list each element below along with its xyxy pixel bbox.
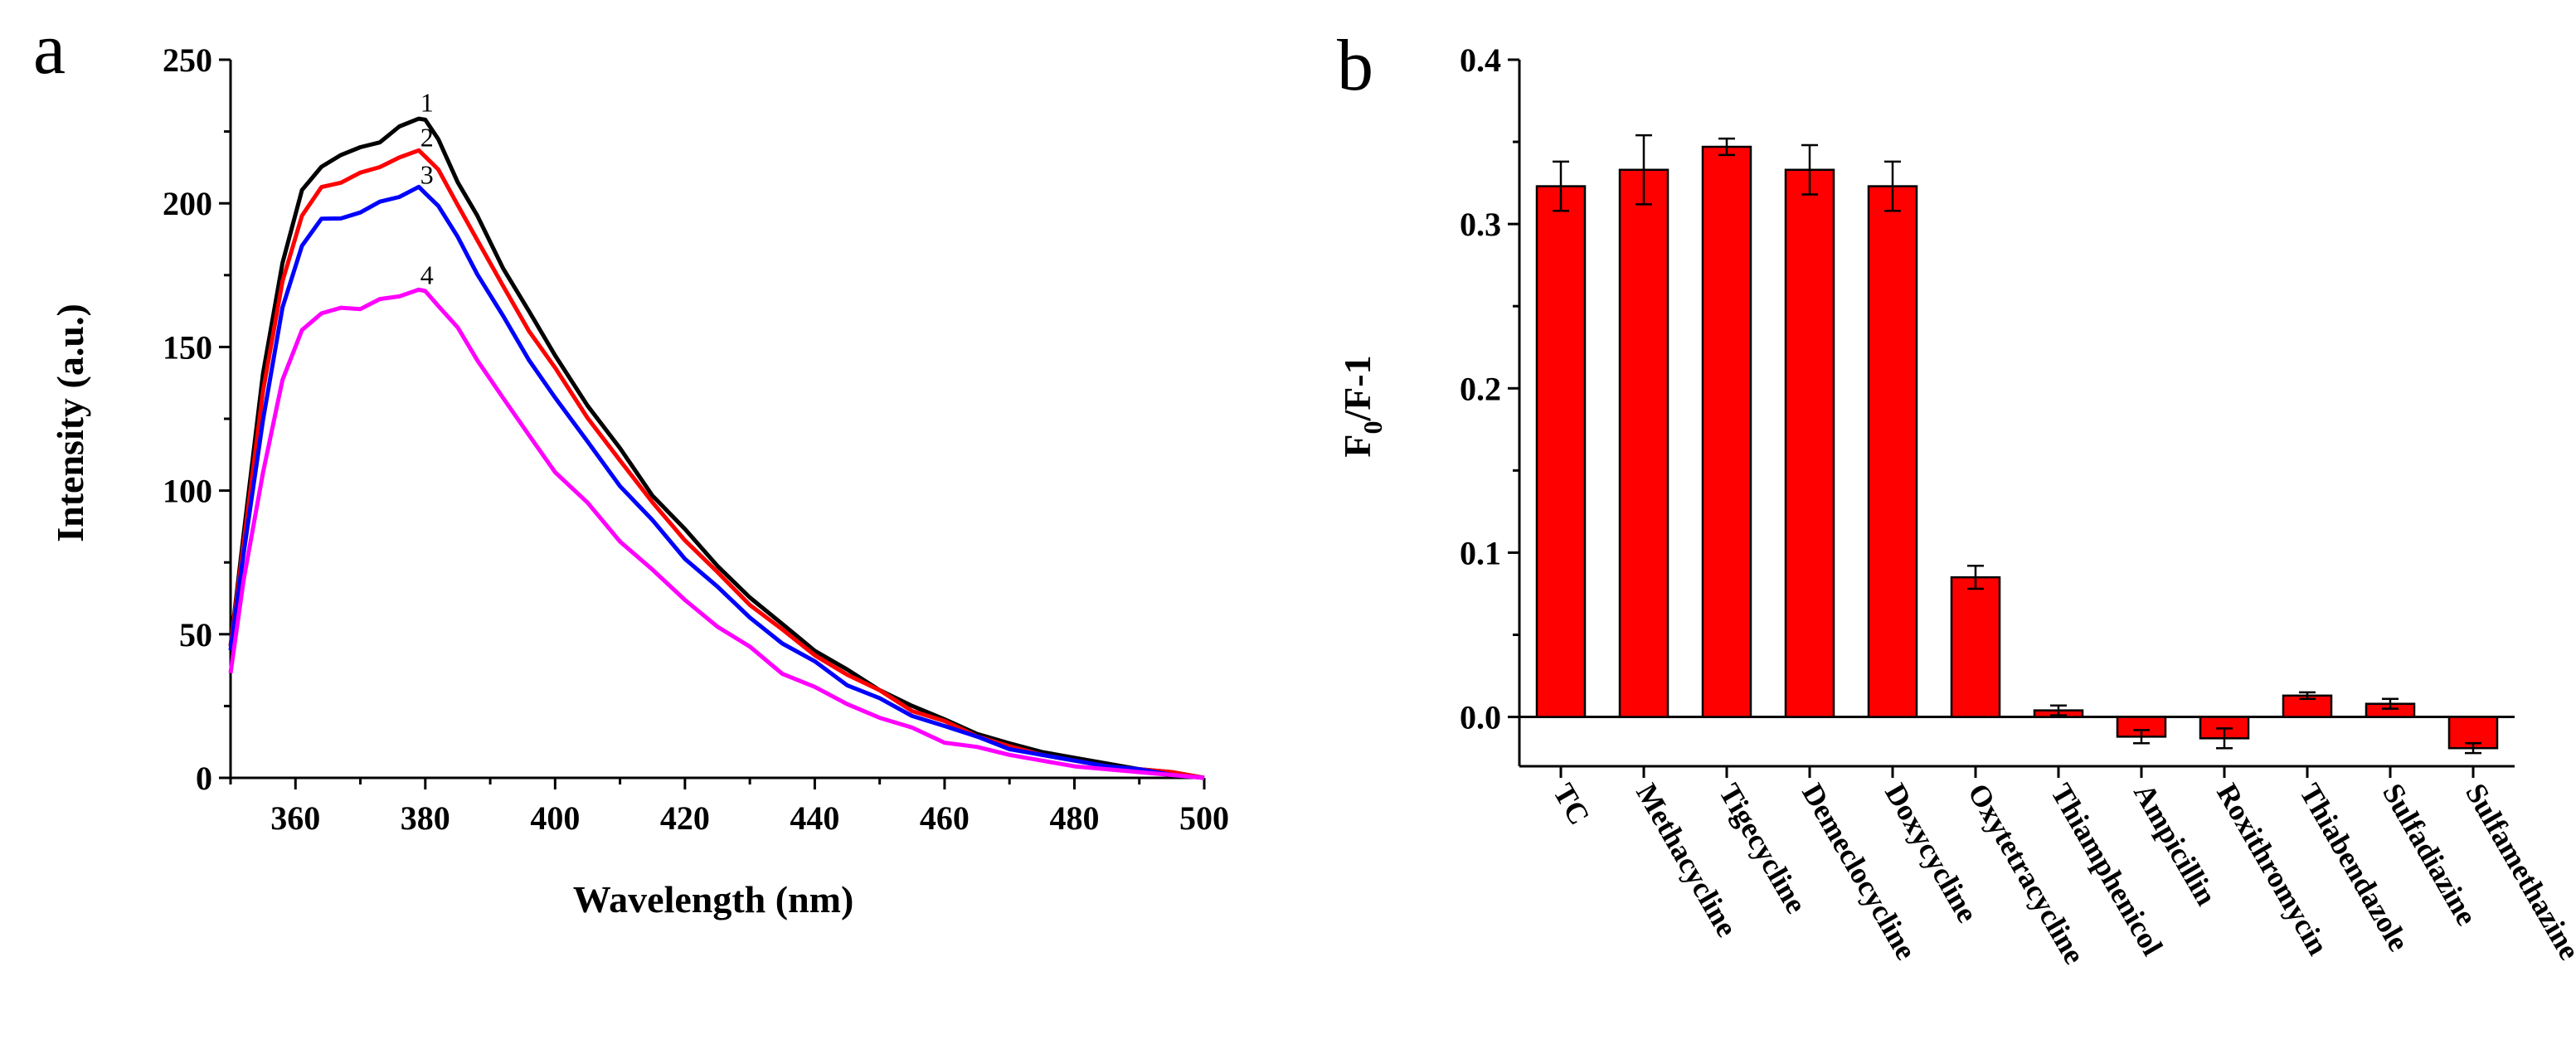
panel-b-y-axis-title-main: F [1336, 435, 1378, 458]
panel-a-y-tick-label: 200 [163, 185, 212, 222]
bar-doxycycline [1867, 185, 1918, 718]
panel-b-y-tick-label: 0.0 [1460, 699, 1501, 736]
panel-a-x-tick-label: 360 [270, 799, 320, 837]
spectrum-label-4: 4 [420, 260, 434, 290]
spectrum-line-1 [228, 116, 1205, 780]
panel-b-y-tick-label: 0.2 [1460, 370, 1501, 407]
panel-a-y-tick-label: 100 [163, 473, 212, 510]
panel-a-series: 1 2 3 4 [228, 88, 1205, 780]
panel-a-x-tick-label: 380 [401, 799, 450, 837]
panel-a-x-axis-title: Wavelength (nm) [573, 878, 854, 920]
spectrum-line-2 [228, 148, 1205, 780]
panel-b-y-axis-title-rest: /F-1 [1336, 355, 1378, 421]
panel-a-y-tick-label: 0 [196, 760, 212, 797]
bar-methacycline [1618, 168, 1670, 718]
category-label: Sulfamethazine [2459, 778, 2576, 965]
spectrum-line-3 [228, 184, 1205, 780]
panel-a-x-tick-label: 420 [660, 799, 710, 837]
panel-a-x-tick-label: 400 [530, 799, 580, 837]
panel-a-y-tick-label: 50 [179, 616, 212, 653]
panel-a-axes: 0 50 100 150 200 250 360 380 400 420 440 460 480 500 [163, 41, 1229, 837]
panel-a-x-tick-label: 460 [920, 799, 970, 837]
panel-a-x-tick-label: 440 [790, 799, 839, 837]
panel-a-y-tick-label: 150 [163, 328, 212, 366]
panel-b-y-tick-label: 0.4 [1460, 41, 1501, 79]
bar-tc [1535, 185, 1587, 718]
panel-b-y-axis-title: F0/F-1 [1336, 355, 1388, 457]
category-label: TC [1547, 778, 1597, 830]
panel-b-bars: TC MethacyclineTigecyclineDemeclocyclineD… [1535, 134, 2576, 969]
spectrum-line-4 [228, 287, 1205, 780]
panel-a-letter: a [33, 9, 66, 90]
spectrum-label-1: 1 [420, 88, 434, 118]
panel-b-letter: b [1337, 26, 1373, 106]
panel-a-x-tick-label: 500 [1179, 799, 1229, 837]
panel-a-spectra-chart: a 0 50 100 150 200 250 360 380 400 420 440 460 480 50… [33, 9, 1229, 920]
panel-b-y-tick-label: 0.3 [1460, 206, 1501, 243]
panel-a-y-axis-title: Intensity (a.u.) [49, 304, 91, 542]
spectrum-label-3: 3 [420, 159, 434, 189]
panel-a-y-tick-label: 250 [163, 41, 212, 79]
bar-tigecycline [1701, 145, 1752, 718]
bar-oxytetracycline [1950, 576, 2001, 718]
panel-a-x-tick-label: 480 [1049, 799, 1099, 837]
bar-demeclocycline [1784, 168, 1835, 718]
spectrum-label-2: 2 [420, 122, 434, 152]
panel-b-selectivity-chart: b 0.0 0.1 0.2 0.3 0.4 TC MethacyclineTigecycl… [1336, 26, 2576, 969]
category-label: Ampicillin [2127, 778, 2224, 911]
panel-b-y-tick-label: 0.1 [1460, 534, 1501, 571]
panel-b-y-axis-title-subscript: 0 [1358, 421, 1388, 435]
panel-b-axes: 0.0 0.1 0.2 0.3 0.4 [1460, 41, 2515, 768]
